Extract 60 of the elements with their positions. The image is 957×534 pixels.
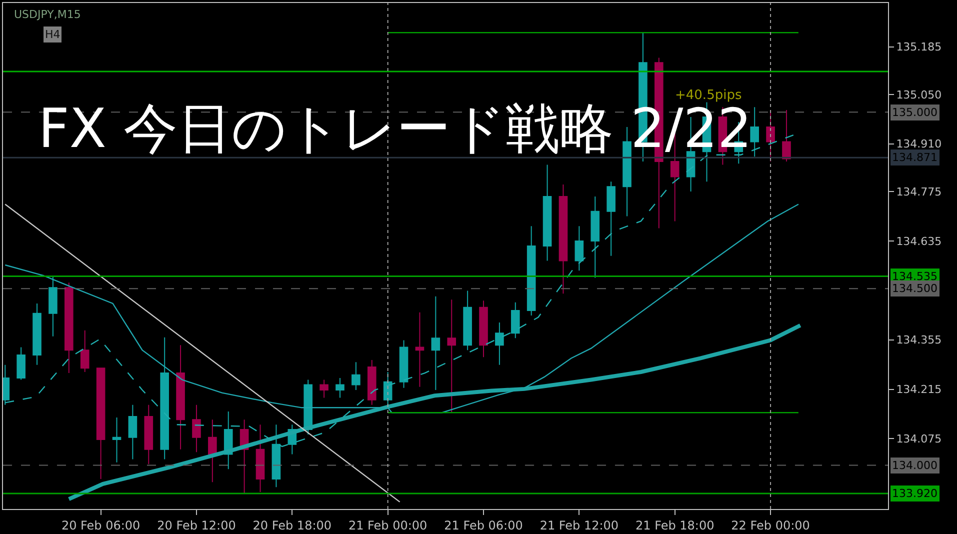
candlestick (80, 330, 90, 372)
ref-line-label: 134.535 (892, 270, 938, 283)
x-tick-label: 22 Feb 00:00 (731, 518, 810, 532)
candlestick (192, 404, 201, 453)
candlestick (431, 296, 440, 390)
candlestick (64, 282, 74, 374)
candlestick (176, 344, 185, 450)
candlestick (542, 164, 552, 262)
candlestick (479, 300, 488, 358)
ref-line-label: 134.500 (892, 282, 938, 295)
candlestick (48, 276, 58, 337)
candlestick (606, 181, 616, 256)
candlestick (782, 109, 791, 162)
candlestick (622, 126, 632, 217)
candlestick (144, 404, 154, 465)
candlestick (750, 106, 759, 158)
candlestick (96, 368, 106, 480)
candlestick (272, 424, 281, 488)
candlestick (336, 378, 344, 398)
ref-line-label: 134.871 (892, 151, 938, 164)
candlestick (320, 379, 328, 398)
x-tick-label: 21 Feb 18:00 (635, 518, 714, 532)
candlestick (128, 404, 138, 460)
y-tick-label: 134.910 (896, 138, 942, 151)
candlestick (463, 290, 472, 351)
x-tick-label: 20 Feb 18:00 (252, 518, 332, 532)
x-tick-label: 21 Feb 12:00 (540, 518, 619, 532)
candlestick (16, 346, 26, 380)
x-tick-label: 20 Feb 12:00 (157, 518, 236, 532)
candlestick (112, 417, 122, 463)
candlestick (526, 226, 536, 316)
candlestick (558, 184, 568, 294)
candlestick (510, 302, 520, 339)
y-tick-label: 134.775 (896, 185, 942, 198)
x-tick-label: 21 Feb 00:00 (348, 518, 428, 532)
candlestick (32, 302, 42, 366)
candlestick (574, 226, 584, 272)
candlestick (160, 336, 169, 460)
candlestick (352, 362, 360, 390)
x-tick-label: 20 Feb 06:00 (61, 518, 140, 532)
annotation: H4 (45, 28, 60, 41)
candlestick (208, 419, 217, 483)
candlestick (415, 312, 424, 388)
y-tick-label: 134.635 (896, 234, 942, 248)
candlestick (367, 359, 376, 406)
x-tick-label: 21 Feb 06:00 (444, 518, 523, 532)
y-tick-label: 135.185 (896, 40, 942, 54)
annotation: USDJPY,M15 (14, 8, 81, 21)
y-tick-label: 135.050 (896, 88, 942, 102)
candlestick (399, 340, 408, 388)
candlestick (447, 299, 456, 414)
candlestick (495, 322, 504, 366)
candlestick (256, 424, 265, 493)
ref-line-label: 134.000 (892, 459, 938, 472)
ref-line-label: 135.000 (892, 106, 938, 119)
candlestick (590, 196, 600, 278)
y-tick-label: 134.355 (896, 334, 942, 347)
y-tick-label: 134.215 (896, 383, 942, 396)
y-tick-label: 134.075 (896, 432, 942, 446)
ref-line-label: 133.920 (892, 487, 938, 500)
